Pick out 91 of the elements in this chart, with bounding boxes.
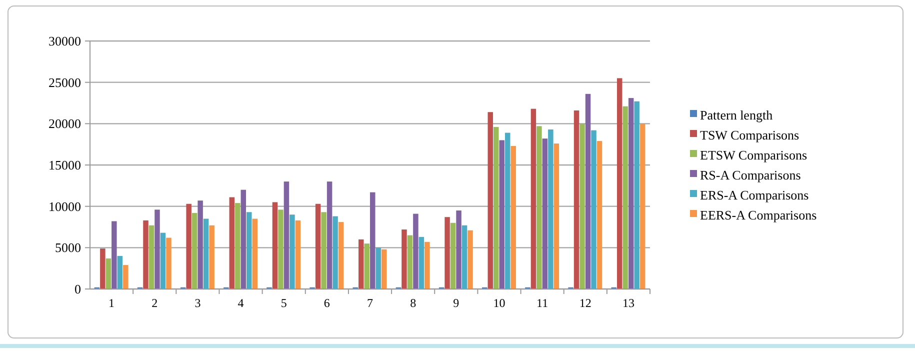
bar <box>456 210 462 289</box>
y-tick-label: 5000 <box>55 240 81 256</box>
bar <box>148 225 154 289</box>
bar <box>326 182 332 289</box>
bar <box>622 106 628 289</box>
x-tick-label: 6 <box>324 296 330 310</box>
bar <box>536 126 542 289</box>
bar <box>192 212 198 289</box>
bar <box>278 210 284 289</box>
x-tick-label: 13 <box>622 296 634 310</box>
bar <box>574 110 580 289</box>
bar <box>616 78 622 289</box>
bar <box>358 239 364 289</box>
bar <box>106 258 112 289</box>
legend-label: Pattern length <box>700 108 774 123</box>
bar <box>407 235 413 289</box>
bar <box>123 265 128 289</box>
bar <box>424 242 430 289</box>
bar <box>235 203 240 289</box>
bar <box>315 204 321 289</box>
bar <box>154 210 160 289</box>
bar <box>488 112 493 289</box>
bar <box>628 98 634 289</box>
x-tick-label: 2 <box>152 296 158 310</box>
x-tick-label: 12 <box>579 296 592 310</box>
bar <box>272 202 278 289</box>
bar <box>510 146 516 289</box>
bar <box>530 108 536 289</box>
legend-label: ERS-A Comparisons <box>700 188 809 203</box>
bar <box>240 190 246 289</box>
bar <box>444 217 450 289</box>
bar <box>504 132 510 289</box>
bar <box>290 214 295 289</box>
bar <box>634 101 640 289</box>
bar <box>499 140 504 289</box>
y-tick-label: 10000 <box>48 198 81 214</box>
bar <box>402 229 407 289</box>
x-tick-label: 4 <box>238 296 244 310</box>
bar <box>585 94 591 289</box>
x-tick-label: 3 <box>194 296 201 310</box>
bar <box>160 232 166 289</box>
bar <box>198 200 203 289</box>
y-tick-label: 0 <box>74 282 81 297</box>
bar <box>186 204 192 289</box>
bar <box>413 214 418 289</box>
bar <box>229 197 235 289</box>
bar <box>143 220 148 289</box>
x-tick-label: 10 <box>493 296 506 310</box>
bar <box>548 129 554 289</box>
bar <box>321 212 326 289</box>
bar <box>338 222 344 289</box>
x-tick-label: 9 <box>453 296 460 310</box>
x-tick-label: 1 <box>108 296 115 310</box>
x-tick-label: 5 <box>280 296 287 310</box>
bar <box>493 126 499 289</box>
bar <box>209 225 214 289</box>
bar <box>591 130 596 289</box>
bar <box>203 218 209 289</box>
x-tick-label: 8 <box>410 296 416 310</box>
x-tick-label: 11 <box>536 296 548 310</box>
legend-label: EERS-A Comparisons <box>700 208 817 223</box>
y-tick-label: 15000 <box>48 158 81 173</box>
legend-label: ETSW Comparisons <box>700 148 808 163</box>
bar <box>580 124 585 289</box>
bar <box>450 222 456 289</box>
bar <box>542 138 548 289</box>
bar <box>370 192 376 289</box>
bar <box>640 124 646 289</box>
y-tick-label: 20000 <box>48 116 81 132</box>
bar <box>117 256 123 289</box>
bar <box>554 144 560 289</box>
bar <box>381 249 387 289</box>
bar <box>284 182 290 289</box>
bar <box>100 248 106 289</box>
x-tick-label: 7 <box>367 296 373 310</box>
bar <box>468 230 473 289</box>
bar <box>295 220 301 289</box>
bar <box>462 225 468 289</box>
bar <box>112 221 117 289</box>
legend-label: RS-A Comparisons <box>700 168 801 183</box>
legend-label: TSW Comparisons <box>700 128 800 143</box>
bar <box>166 238 172 289</box>
bar <box>596 141 602 289</box>
bar <box>252 218 258 289</box>
y-tick-label: 30000 <box>48 34 81 49</box>
bar <box>332 216 338 289</box>
y-tick-label: 25000 <box>48 74 81 90</box>
bar <box>418 236 424 289</box>
bar <box>246 212 252 289</box>
bar <box>364 244 370 289</box>
bar <box>376 248 381 289</box>
